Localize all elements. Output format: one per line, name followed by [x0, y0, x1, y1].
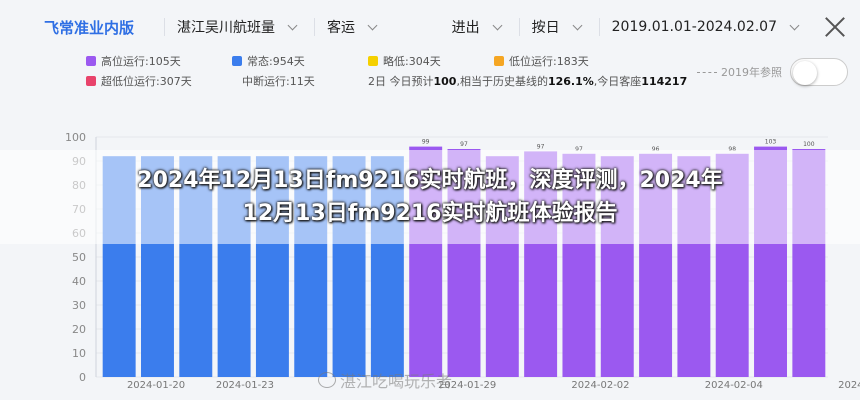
bar-value-label: 97: [537, 143, 545, 150]
stat-pax-label: ,今日客座: [593, 75, 642, 88]
chevron-down-icon: [287, 20, 298, 31]
article-title-line1: 2024年12月13日fm9216实时航班，深度评测，2024年: [137, 168, 723, 193]
stat-percent: 126.1%: [547, 75, 594, 88]
divider: [518, 18, 520, 36]
stat-pax: 114217: [641, 75, 688, 88]
legend-label: 略低:304天: [383, 55, 441, 68]
watermark-text: 湛江吃喝玩乐者: [340, 372, 453, 391]
legend-item-slightly-low[interactable]: 略低:304天: [368, 53, 494, 69]
direction-dropdown-label: 进出: [451, 20, 480, 36]
close-icon[interactable]: [822, 14, 848, 40]
bar-value-label: 98: [728, 146, 736, 153]
legend-swatch: [86, 56, 96, 66]
legend-swatch: [232, 56, 242, 66]
watermark: 湛江吃喝玩乐者: [318, 368, 452, 392]
legend-label: 中断运行:11天: [242, 75, 315, 88]
article-title: 2024年12月13日fm9216实时航班，深度评测，2024年 12月13日f…: [10, 164, 850, 230]
direction-dropdown[interactable]: 进出: [452, 17, 507, 37]
x-tick-label: 2024-01-23: [216, 380, 274, 391]
bar-value-label: 99: [422, 139, 430, 146]
granularity-dropdown-label: 按日: [531, 20, 560, 36]
y-tick-label: 100: [65, 131, 86, 144]
legend-item-very-low[interactable]: 超低位运行:307天: [86, 73, 212, 89]
divider: [598, 18, 600, 36]
legend-row: 高位运行:105天 常态:954天 略低:304天 低位运行:183天: [86, 52, 746, 70]
title-banner: 2024年12月13日fm9216实时航班，深度评测，2024年 12月13日f…: [0, 150, 860, 244]
toolbar-right: 进出 按日 2019.01.01-2024.02.07: [452, 17, 860, 37]
bar-value-label: 103: [765, 139, 777, 146]
x-tick-label: 2024-01-20: [127, 380, 185, 391]
type-dropdown[interactable]: 客运: [327, 17, 382, 37]
divider: [314, 18, 316, 36]
x-tick-label: 2024-02-07: [838, 380, 860, 391]
brand-title: 飞常准业内版: [44, 18, 135, 37]
chevron-down-icon: [572, 20, 583, 31]
bar-value-label: 97: [575, 146, 583, 153]
chevron-down-icon: [492, 20, 503, 31]
legend: 高位运行:105天 常态:954天 略低:304天 低位运行:183天 超低位运…: [86, 52, 746, 92]
y-tick-label: 30: [72, 299, 86, 312]
x-axis-ticks: 2024-01-20 2024-01-23 2024-01-29 2024-02-02…: [127, 380, 860, 391]
x-tick-label: 2024-02-04: [705, 380, 763, 391]
watermark-icon: [318, 372, 336, 388]
route-dropdown[interactable]: 湛江吴川航班量: [177, 17, 302, 37]
dashed-line-icon: [697, 71, 717, 73]
bar-value-label: 100: [803, 141, 815, 148]
date-range-dropdown[interactable]: 2019.01.01-2024.02.07: [612, 19, 804, 35]
y-tick-label: 50: [72, 251, 86, 264]
legend-item-interrupted[interactable]: 中断运行:11天: [242, 73, 368, 89]
y-tick-label: 40: [72, 275, 86, 288]
stat-mid: ,相当于历史基线的: [456, 75, 548, 88]
chevron-down-icon: [367, 20, 378, 31]
legend-swatch: [494, 56, 504, 66]
toggle-knob: [793, 61, 817, 85]
chevron-down-icon: [789, 20, 800, 31]
granularity-dropdown[interactable]: 按日: [532, 17, 587, 37]
baseline-toggle[interactable]: [790, 58, 848, 86]
legend-label: 常态:954天: [247, 55, 305, 68]
divider: [164, 18, 166, 36]
x-tick-label: 2024-01-29: [438, 380, 496, 391]
legend-row: 超低位运行:307天 中断运行:11天 2日 今日预计100,相当于历史基线的1…: [86, 72, 746, 90]
x-tick-label: 2024-02-02: [571, 380, 629, 391]
legend-label: 高位运行:105天: [101, 55, 181, 68]
date-range-label: 2019.01.01-2024.02.07: [611, 19, 777, 35]
y-tick-label: 0: [79, 371, 86, 384]
stat-flights: 100: [433, 75, 457, 88]
stat-prefix: 2日 今日预计: [368, 75, 434, 88]
y-tick-label: 20: [72, 323, 86, 336]
bar-value-label: 97: [460, 141, 468, 148]
filter-toolbar: 飞常准业内版 湛江吴川航班量 客运 进出 按日 2019.01.01-2024.…: [44, 10, 860, 44]
legend-item-low[interactable]: 低位运行:183天: [494, 53, 620, 69]
article-title-line2: 12月13日fm9216实时航班体验报告: [242, 201, 618, 226]
type-dropdown-label: 客运: [327, 20, 356, 36]
bar-value-label: 96: [652, 146, 660, 153]
legend-label: 低位运行:183天: [509, 55, 589, 68]
legend-swatch: [86, 76, 96, 86]
baseline-toggle-group: 2019年参照: [697, 58, 848, 86]
legend-swatch: [368, 56, 378, 66]
legend-item-normal[interactable]: 常态:954天: [232, 53, 358, 69]
today-forecast-stat: 2日 今日预计100,相当于历史基线的126.1%,今日客座114217: [368, 73, 687, 89]
route-dropdown-label: 湛江吴川航班量: [177, 20, 276, 36]
legend-item-high[interactable]: 高位运行:105天: [86, 53, 212, 69]
legend-label: 超低位运行:307天: [101, 75, 192, 88]
baseline-toggle-label: 2019年参照: [721, 66, 782, 79]
y-tick-label: 10: [72, 347, 86, 360]
